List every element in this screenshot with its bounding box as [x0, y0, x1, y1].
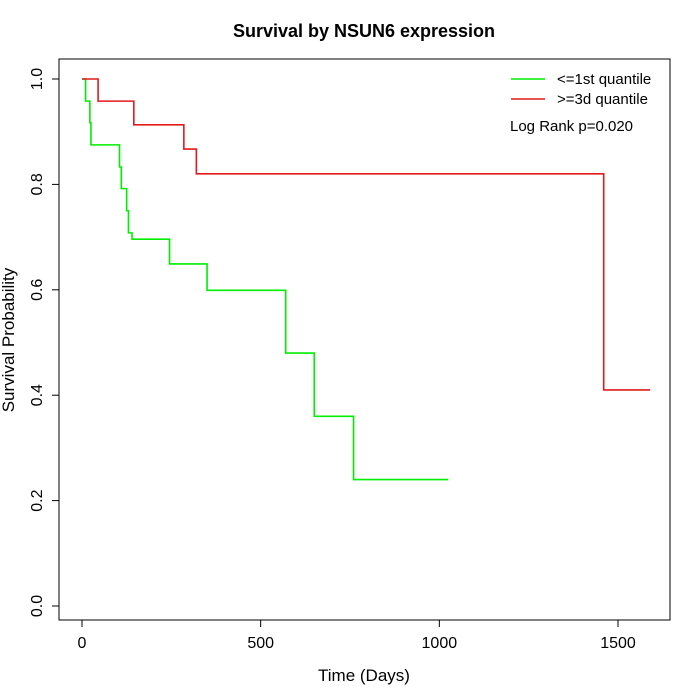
y-tick-label: 0.0	[29, 595, 46, 617]
x-tick-label: 500	[247, 635, 274, 652]
x-tick-label: 0	[78, 635, 87, 652]
legend: <=1st quantile >=3d quantile	[511, 71, 651, 108]
chart-title: Survival by NSUN6 expression	[233, 21, 495, 41]
x-tick-label: 1500	[600, 635, 636, 652]
series-layer	[82, 78, 651, 481]
legend-label-high: >=3d quantile	[557, 91, 648, 108]
y-tick-label: 1.0	[29, 68, 46, 90]
y-tick-label: 0.6	[29, 279, 46, 301]
x-axis-label: Time (Days)	[318, 666, 410, 685]
legend-label-low: <=1st quantile	[557, 71, 651, 88]
log-rank-annotation: Log Rank p=0.020	[510, 118, 633, 135]
y-tick-label: 0.4	[29, 384, 46, 406]
y-axis: 0.0 0.2 0.4 0.6 0.8 1.0	[29, 68, 60, 617]
x-axis: 0 500 1000 1500	[78, 619, 636, 652]
y-axis-label: Survival Probability	[0, 267, 18, 412]
series-line-low-quantile	[82, 78, 449, 481]
x-tick-label: 1000	[422, 635, 458, 652]
y-tick-label: 0.8	[29, 173, 46, 195]
series-line-high-quantile	[82, 78, 651, 391]
plot-frame	[58, 58, 671, 621]
y-tick-label: 0.2	[29, 489, 46, 511]
